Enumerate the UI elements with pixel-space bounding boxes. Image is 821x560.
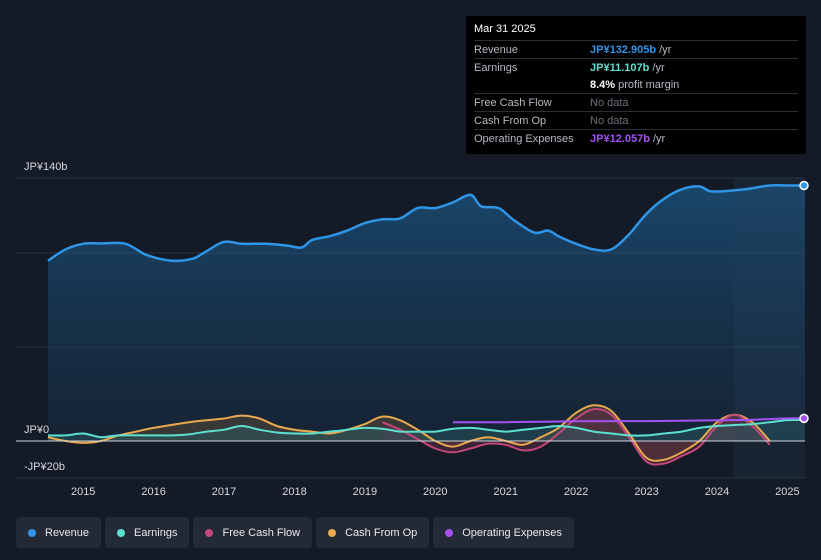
tooltip-row: Free Cash Flow No data: [474, 93, 798, 111]
tooltip-row-unit: /yr: [649, 61, 665, 74]
legend-dot-icon: [328, 528, 337, 537]
series-line-cash-from-op: [47, 404, 771, 462]
x-tick-label: 2015: [71, 486, 95, 498]
x-tick-label: 2018: [282, 486, 306, 498]
tooltip-date: Mar 31 2025: [474, 23, 536, 35]
revenue-end-marker: [799, 180, 809, 191]
legend-item-cash-from-op[interactable]: Cash From Op: [316, 517, 430, 548]
legend-label: Operating Expenses: [462, 526, 562, 539]
operating-expenses-end-marker: [799, 413, 809, 424]
tooltip-row-unit: /yr: [649, 132, 666, 145]
series-line-earnings: [47, 418, 806, 439]
x-tick-label: 2022: [564, 486, 588, 498]
legend-label: Cash From Op: [345, 526, 418, 539]
tooltip-row: Operating Expenses JP¥12.057b /yr: [474, 129, 798, 147]
legend-dot-icon: [28, 528, 36, 537]
y-label-bottom: -JP¥20b: [24, 461, 65, 473]
tooltip-row-unit: profit margin: [615, 78, 680, 91]
tooltip-panel: Mar 31 2025 Revenue JP¥132.905b /yr Earnin…: [466, 16, 806, 154]
legend-label: Revenue: [45, 526, 90, 539]
tooltip-row: Cash From Op No data: [474, 111, 798, 129]
tooltip-row-number: JP¥12.057b: [590, 132, 650, 145]
series-area-free-cash-flow: [382, 408, 770, 465]
tooltip-row: 8.4% profit margin: [474, 76, 798, 93]
tooltip-row-value: JP¥11.107b /yr: [590, 62, 665, 74]
tooltip-row-number: No data: [590, 96, 629, 109]
tooltip-row: Revenue JP¥132.905b /yr: [474, 40, 798, 58]
tooltip-row-unit: /yr: [656, 43, 672, 56]
tooltip-row-number: JP¥132.905b: [590, 43, 657, 56]
series-area-earnings: [48, 419, 805, 441]
tooltip-row-number: No data: [590, 114, 629, 127]
tooltip-row-label: Free Cash Flow: [474, 96, 552, 109]
legend-item-free-cash-flow[interactable]: Free Cash Flow: [193, 517, 313, 548]
forecast-highlight: [734, 178, 805, 478]
x-tick-label: 2023: [634, 486, 658, 498]
legend-dot-icon: [117, 528, 126, 537]
legend-label: Earnings: [134, 526, 178, 539]
series-area-revenue: [48, 185, 805, 441]
legend-item-earnings[interactable]: Earnings: [105, 517, 190, 548]
x-tick-label: 2024: [705, 486, 729, 498]
tooltip-row-number: JP¥11.107b: [590, 61, 650, 74]
tooltip-row-label: Cash From Op: [474, 114, 547, 127]
tooltip-row-label: Operating Expenses: [474, 132, 574, 145]
legend: Revenue Earnings Free Cash Flow Cash From O…: [16, 517, 574, 548]
series-line-operating-expenses: [452, 417, 806, 424]
tooltip-row-value: No data: [590, 97, 629, 109]
y-label-top: JP¥140b: [24, 161, 67, 173]
tooltip-row-value: JP¥132.905b /yr: [590, 44, 671, 56]
x-tick-label: 2016: [141, 486, 165, 498]
x-tick-label: 2017: [212, 486, 236, 498]
tooltip-row-label: Earnings: [474, 61, 518, 74]
tooltip-row-label: Revenue: [474, 43, 519, 56]
series-line-revenue: [47, 183, 805, 263]
tooltip-row: Earnings JP¥11.107b /yr: [474, 58, 798, 76]
x-tick-label: 2021: [493, 486, 517, 498]
legend-label: Free Cash Flow: [222, 526, 301, 539]
tooltip-row-number: 8.4%: [590, 78, 616, 91]
legend-item-revenue[interactable]: Revenue: [16, 517, 102, 548]
y-label-zero: JP¥0: [24, 424, 49, 436]
tooltip-row-value: JP¥12.057b /yr: [590, 133, 665, 145]
legend-item-operating-expenses[interactable]: Operating Expenses: [433, 517, 574, 548]
legend-dot-icon: [445, 528, 454, 537]
tooltip-row-value: No data: [590, 115, 629, 127]
x-tick-label: 2019: [353, 486, 377, 498]
tooltip-row-value: 8.4% profit margin: [590, 79, 679, 91]
x-tick-label: 2020: [423, 486, 447, 498]
series-area-cash-from-op: [48, 405, 770, 461]
legend-dot-icon: [205, 528, 214, 537]
x-tick-label: 2025: [775, 486, 799, 498]
